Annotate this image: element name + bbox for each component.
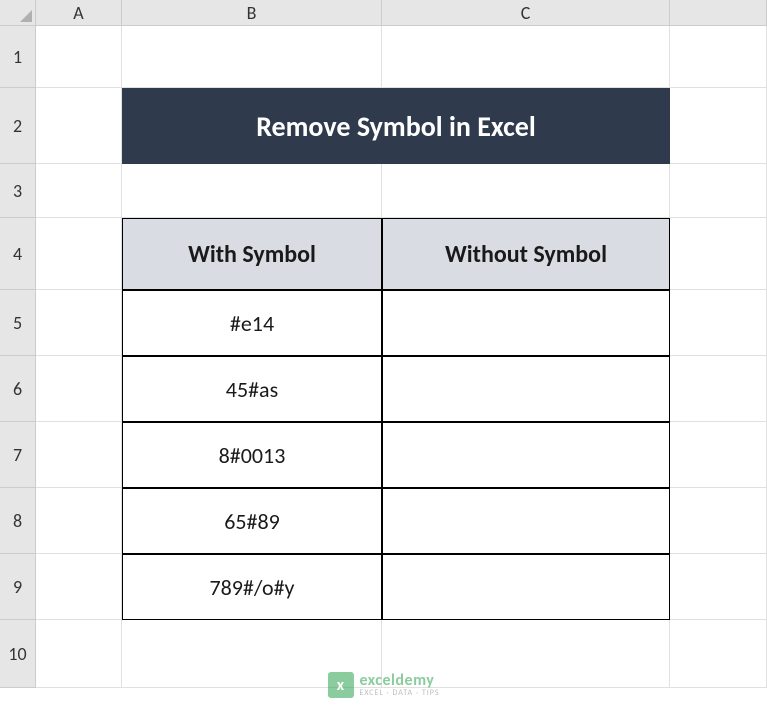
row-header-9[interactable]: 9 xyxy=(0,554,36,620)
col-header-a[interactable]: A xyxy=(36,0,122,26)
row-header-6[interactable]: 6 xyxy=(0,356,36,422)
cell-pad-10 xyxy=(670,620,767,688)
cell-a3[interactable] xyxy=(36,164,122,218)
col-header-pad xyxy=(670,0,767,26)
cell-c8[interactable] xyxy=(382,488,670,554)
col-header-c[interactable]: C xyxy=(382,0,670,26)
cell-c3[interactable] xyxy=(382,164,670,218)
table-header-without-symbol[interactable]: Without Symbol xyxy=(382,218,670,290)
cell-b6[interactable]: 45#as xyxy=(122,356,382,422)
cell-pad-9 xyxy=(670,554,767,620)
watermark-tagline: EXCEL · DATA · TIPS xyxy=(359,689,439,697)
cell-a8[interactable] xyxy=(36,488,122,554)
title-banner: Remove Symbol in Excel xyxy=(122,88,670,164)
cell-c6[interactable] xyxy=(382,356,670,422)
col-header-b[interactable]: B xyxy=(122,0,382,26)
cell-a4[interactable] xyxy=(36,218,122,290)
cell-c1[interactable] xyxy=(382,26,670,88)
cell-b9[interactable]: 789#/o#y xyxy=(122,554,382,620)
row-header-8[interactable]: 8 xyxy=(0,488,36,554)
row-header-1[interactable]: 1 xyxy=(0,26,36,88)
watermark-brand: exceldemy xyxy=(359,673,439,689)
cell-pad-2 xyxy=(670,88,767,164)
row-header-7[interactable]: 7 xyxy=(0,422,36,488)
cell-b7[interactable]: 8#0013 xyxy=(122,422,382,488)
watermark: x exceldemy EXCEL · DATA · TIPS xyxy=(327,672,439,698)
cell-a9[interactable] xyxy=(36,554,122,620)
row-header-2[interactable]: 2 xyxy=(0,88,36,164)
row-header-3[interactable]: 3 xyxy=(0,164,36,218)
cell-b3[interactable] xyxy=(122,164,382,218)
cell-pad-7 xyxy=(670,422,767,488)
cell-pad-6 xyxy=(670,356,767,422)
cell-a6[interactable] xyxy=(36,356,122,422)
cell-b5[interactable]: #e14 xyxy=(122,290,382,356)
watermark-icon: x xyxy=(327,672,353,698)
table-header-with-symbol[interactable]: With Symbol xyxy=(122,218,382,290)
row-header-4[interactable]: 4 xyxy=(0,218,36,290)
select-all-corner[interactable] xyxy=(0,0,36,26)
cell-c7[interactable] xyxy=(382,422,670,488)
cell-b1[interactable] xyxy=(122,26,382,88)
cell-a5[interactable] xyxy=(36,290,122,356)
cell-c5[interactable] xyxy=(382,290,670,356)
cell-pad-5 xyxy=(670,290,767,356)
row-header-10[interactable]: 10 xyxy=(0,620,36,688)
cell-a10[interactable] xyxy=(36,620,122,688)
cell-pad-8 xyxy=(670,488,767,554)
cell-pad-3 xyxy=(670,164,767,218)
cell-a1[interactable] xyxy=(36,26,122,88)
cell-b8[interactable]: 65#89 xyxy=(122,488,382,554)
cell-c9[interactable] xyxy=(382,554,670,620)
spreadsheet-grid[interactable]: ABC 12 Remove Symbol in Excel 34 With Symbol… xyxy=(0,0,767,688)
row-header-5[interactable]: 5 xyxy=(0,290,36,356)
cell-pad-1 xyxy=(670,26,767,88)
cell-pad-4 xyxy=(670,218,767,290)
cell-a7[interactable] xyxy=(36,422,122,488)
cell-a2[interactable] xyxy=(36,88,122,164)
